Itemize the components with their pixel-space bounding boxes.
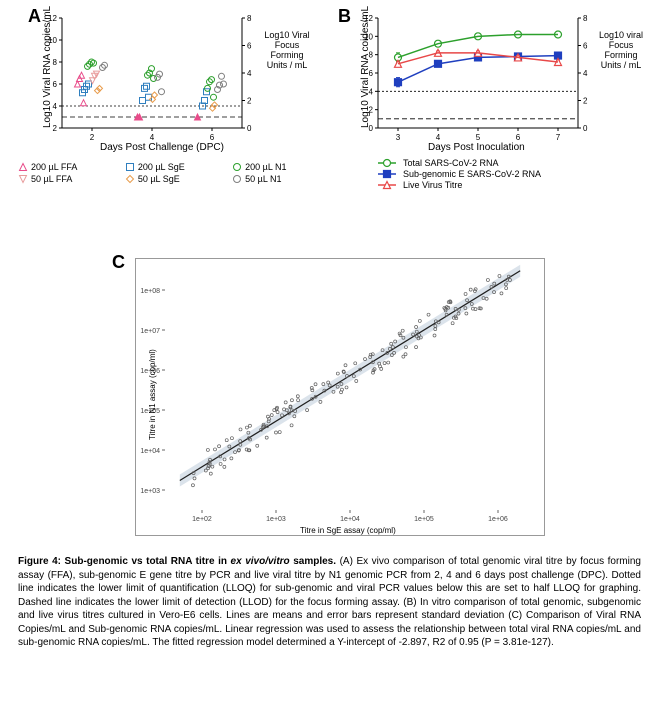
panel-a-label: A <box>28 6 41 27</box>
panel-c-label: C <box>112 252 125 273</box>
svg-text:4: 4 <box>150 133 155 142</box>
svg-text:8: 8 <box>247 14 252 23</box>
svg-text:4: 4 <box>436 133 441 142</box>
legend-item: 50 µL N1 <box>232 174 310 184</box>
panel-a-ylabel-left: Log10 Viral RNA copies/mL <box>42 6 53 128</box>
legend-item: Sub-genomic E SARS-CoV-2 RNA <box>378 169 630 179</box>
panel-a-legend: 200 µL FFA 200 µL SgE 200 µL N1 50 µL FFA 50… <box>18 162 318 184</box>
panel-a-ylabel-right: Log10 Viral Focus Forming Units / mL <box>262 30 312 70</box>
svg-text:1e+06: 1e+06 <box>488 516 508 523</box>
panel-a-chart: 2468101202468246 <box>62 18 262 148</box>
svg-text:6: 6 <box>53 80 58 89</box>
legend-item: 200 µL FFA <box>18 162 101 172</box>
caption-title: Figure 4: Sub-genomic vs total RNA titre… <box>18 556 336 567</box>
svg-text:2: 2 <box>583 97 588 106</box>
panel-b-ylabel-right: Log10 viral Focus Forming Units / mL <box>596 30 646 70</box>
svg-text:8: 8 <box>53 58 58 67</box>
svg-text:2: 2 <box>53 124 58 133</box>
legend-item: Live Virus Titre <box>378 180 630 190</box>
panel-b-chart: 0246810120246834567 <box>378 18 598 148</box>
svg-text:1e+08: 1e+08 <box>140 288 160 295</box>
svg-text:1e+02: 1e+02 <box>192 516 212 523</box>
svg-text:4: 4 <box>247 69 252 78</box>
panel-b-xlabel: Days Post Inoculation <box>428 142 525 153</box>
legend-item: 200 µL N1 <box>232 162 310 172</box>
panel-b-legend: Total SARS-CoV-2 RNASub-genomic E SARS-C… <box>378 158 638 191</box>
svg-text:0: 0 <box>583 124 588 133</box>
svg-text:6: 6 <box>516 133 521 142</box>
svg-text:5: 5 <box>476 133 481 142</box>
panel-c-chart: 1e+021e+031e+041e+051e+061e+031e+041e+05… <box>165 270 555 530</box>
svg-text:1e+05: 1e+05 <box>414 516 434 523</box>
legend-item: Total SARS-CoV-2 RNA <box>378 158 630 168</box>
legend-item: 50 µL FFA <box>18 174 101 184</box>
panel-c-ylabel: Titre in N1 assay (cop/ml) <box>148 349 157 440</box>
svg-text:1e+07: 1e+07 <box>140 328 160 335</box>
svg-text:4: 4 <box>53 102 58 111</box>
panel-c-xlabel: Titre in SgE assay (cop/ml) <box>300 526 396 535</box>
caption-body: (A) Ex vivo comparison of total genomic … <box>18 556 641 648</box>
panel-b-ylabel-left: Log10 Viral RNA coides/mL <box>360 6 371 128</box>
svg-text:1e+04: 1e+04 <box>140 448 160 455</box>
svg-text:2: 2 <box>90 133 95 142</box>
svg-text:3: 3 <box>396 133 401 142</box>
figure-caption: Figure 4: Sub-genomic vs total RNA titre… <box>18 555 641 650</box>
svg-text:7: 7 <box>556 133 561 142</box>
svg-text:2: 2 <box>247 97 252 106</box>
legend-item: 200 µL SgE <box>125 162 208 172</box>
svg-text:6: 6 <box>583 42 588 51</box>
legend-item: 50 µL SgE <box>125 174 208 184</box>
svg-text:4: 4 <box>583 69 588 78</box>
panel-a-xlabel: Days Post Challenge (DPC) <box>100 142 224 153</box>
svg-text:1e+03: 1e+03 <box>140 488 160 495</box>
svg-text:6: 6 <box>210 133 215 142</box>
svg-text:1e+03: 1e+03 <box>266 516 286 523</box>
svg-text:1e+04: 1e+04 <box>340 516 360 523</box>
svg-text:6: 6 <box>247 42 252 51</box>
svg-text:0: 0 <box>247 124 252 133</box>
svg-text:8: 8 <box>583 14 588 23</box>
panel-b-label: B <box>338 6 351 27</box>
